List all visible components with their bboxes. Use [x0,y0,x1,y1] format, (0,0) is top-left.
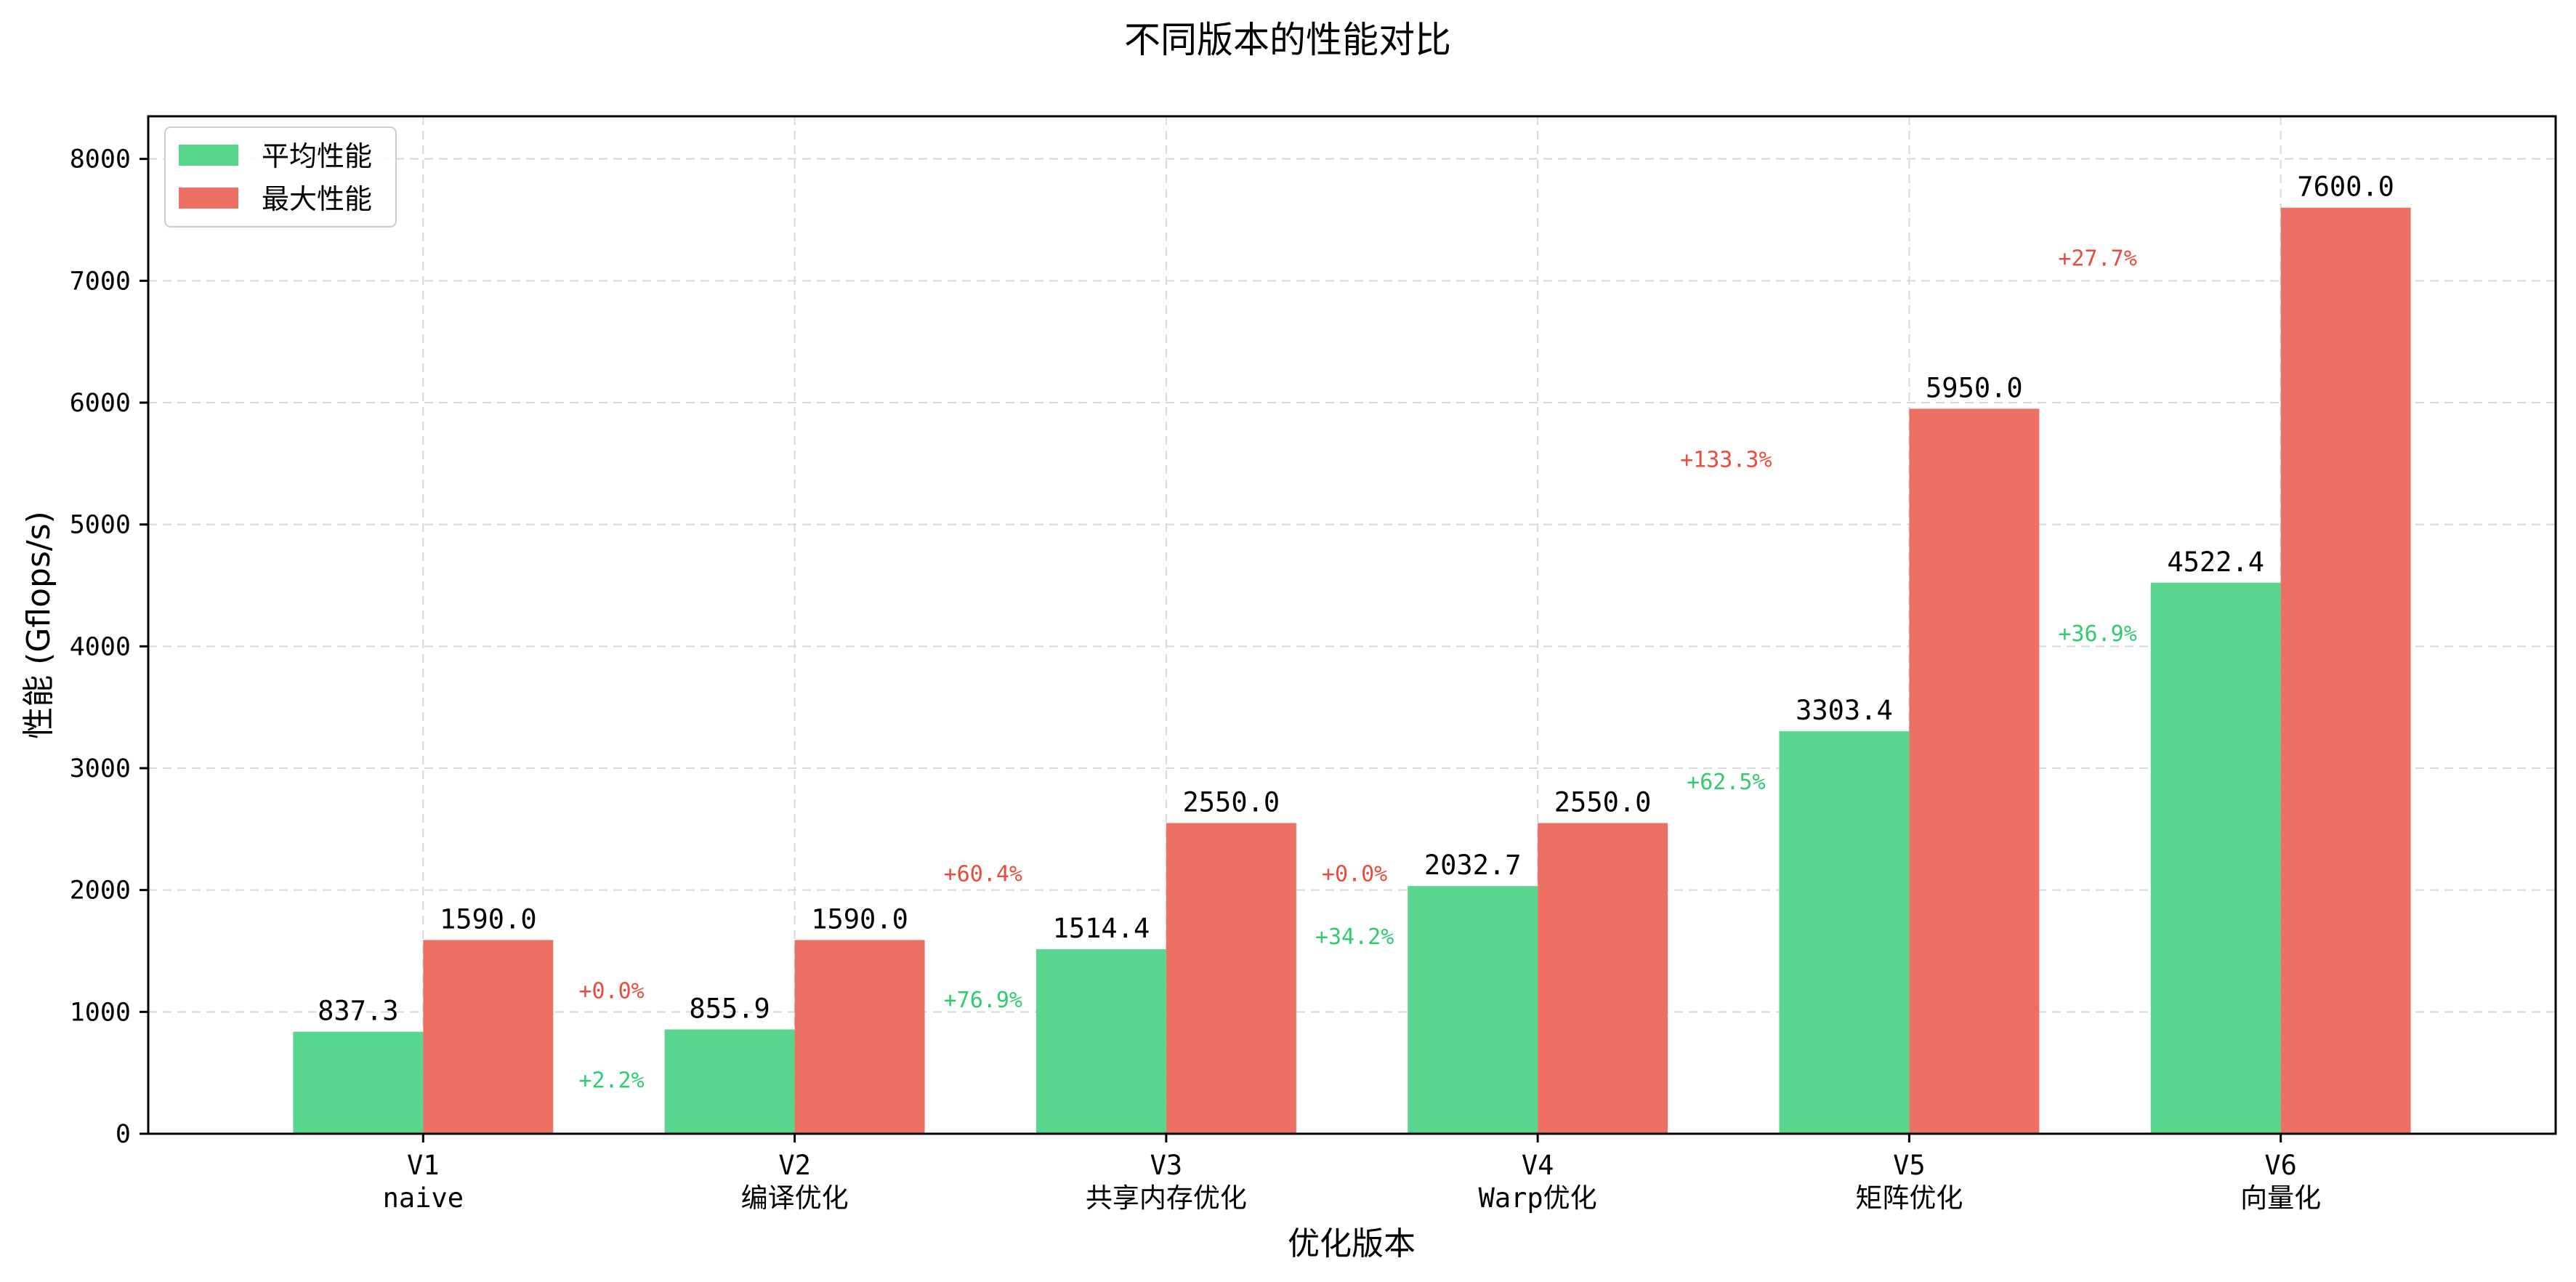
y-tick-label: 0 [116,1120,131,1149]
bar-value-label: 1590.0 [811,903,908,935]
bar-value-label: 1590.0 [440,903,537,935]
data-labels: 837.3 855.9 1514.4 2032.7 3303.4 4522.4 1590.0… [318,172,2394,1027]
y-axis-ticks: 0 1000 2000 3000 4000 5000 6000 7000 8000 [70,145,148,1149]
bar-max [2280,207,2411,1134]
bar-value-label: 5950.0 [1926,372,2023,403]
bar-value-label: 4522.4 [2167,547,2264,578]
y-tick-label: 8000 [70,145,131,174]
bar-max [794,940,925,1134]
growth-label: +133.3% [1680,447,1772,472]
x-tick-label: V3 [1150,1150,1183,1181]
bar-value-label: 1514.4 [1053,913,1150,944]
bars [293,207,2411,1134]
y-tick-label: 2000 [70,876,131,906]
bar-avg [2150,582,2281,1134]
bar-avg [1408,886,1538,1134]
chart-title: 不同版本的性能对比 [1124,19,1451,61]
legend-swatch-avg [179,145,238,166]
growth-label: +60.4% [944,861,1022,887]
growth-label: +27.7% [2058,246,2136,272]
y-tick-label: 6000 [70,389,131,418]
x-tick-label: V5 [1893,1150,1926,1181]
growth-label: +0.0% [578,978,644,1004]
legend-label-avg: 平均性能 [262,140,372,172]
x-tick-label: V6 [2264,1150,2297,1181]
x-tick-label: V1 [407,1150,440,1181]
bar-value-label: 7600.0 [2297,172,2394,203]
plot-frame [147,115,2557,1135]
y-tick-label: 7000 [70,267,131,296]
bar-max [1538,823,1668,1134]
bar-value-label: 2550.0 [1554,786,1652,818]
y-tick-label: 4000 [70,632,131,661]
growth-labels: +2.2% +76.9% +34.2% +62.5% +36.9% +0.0% +60.4%… [578,246,2136,1094]
bar-value-label: 837.3 [318,996,398,1027]
growth-label: +76.9% [944,988,1022,1013]
x-tick-label: V4 [1522,1150,1554,1181]
growth-label: +0.0% [1322,861,1387,887]
bar-value-label: 855.9 [689,993,770,1024]
bar-value-label: 2032.7 [1424,850,1522,881]
growth-label: +2.2% [578,1068,644,1093]
bar-value-label: 3303.4 [1796,695,1893,726]
y-tick-label: 1000 [70,998,131,1027]
legend-label-max: 最大性能 [262,183,372,215]
bar-avg [293,1031,424,1134]
bar-value-label: 2550.0 [1183,786,1280,818]
growth-label: +62.5% [1687,770,1765,795]
x-tick-label: Warp优化 [1479,1182,1597,1214]
x-tick-label: 编译优化 [741,1182,849,1214]
x-tick-label: V2 [778,1150,811,1181]
bar-max [423,940,554,1134]
legend-swatch-max [179,188,238,209]
x-tick-label: naive [383,1182,464,1214]
bar-max [1166,823,1296,1134]
bar-avg [1035,949,1166,1134]
y-tick-label: 5000 [70,511,131,540]
y-tick-label: 3000 [70,754,131,783]
x-tick-label: 矩阵优化 [1855,1182,1963,1214]
bar-avg [664,1029,795,1134]
x-tick-label: 向量化 [2240,1182,2321,1214]
legend[interactable]: 平均性能 最大性能 [164,126,397,227]
growth-label: +34.2% [1315,924,1394,950]
x-axis-label: 优化版本 [1288,1225,1416,1262]
bar-avg [1779,731,1910,1134]
x-tick-label: 共享内存优化 [1086,1182,1247,1214]
y-axis-label: 性能 (Gflops/s) [20,511,57,739]
bar-max [1909,408,2040,1134]
growth-label: +36.9% [2058,621,2136,647]
